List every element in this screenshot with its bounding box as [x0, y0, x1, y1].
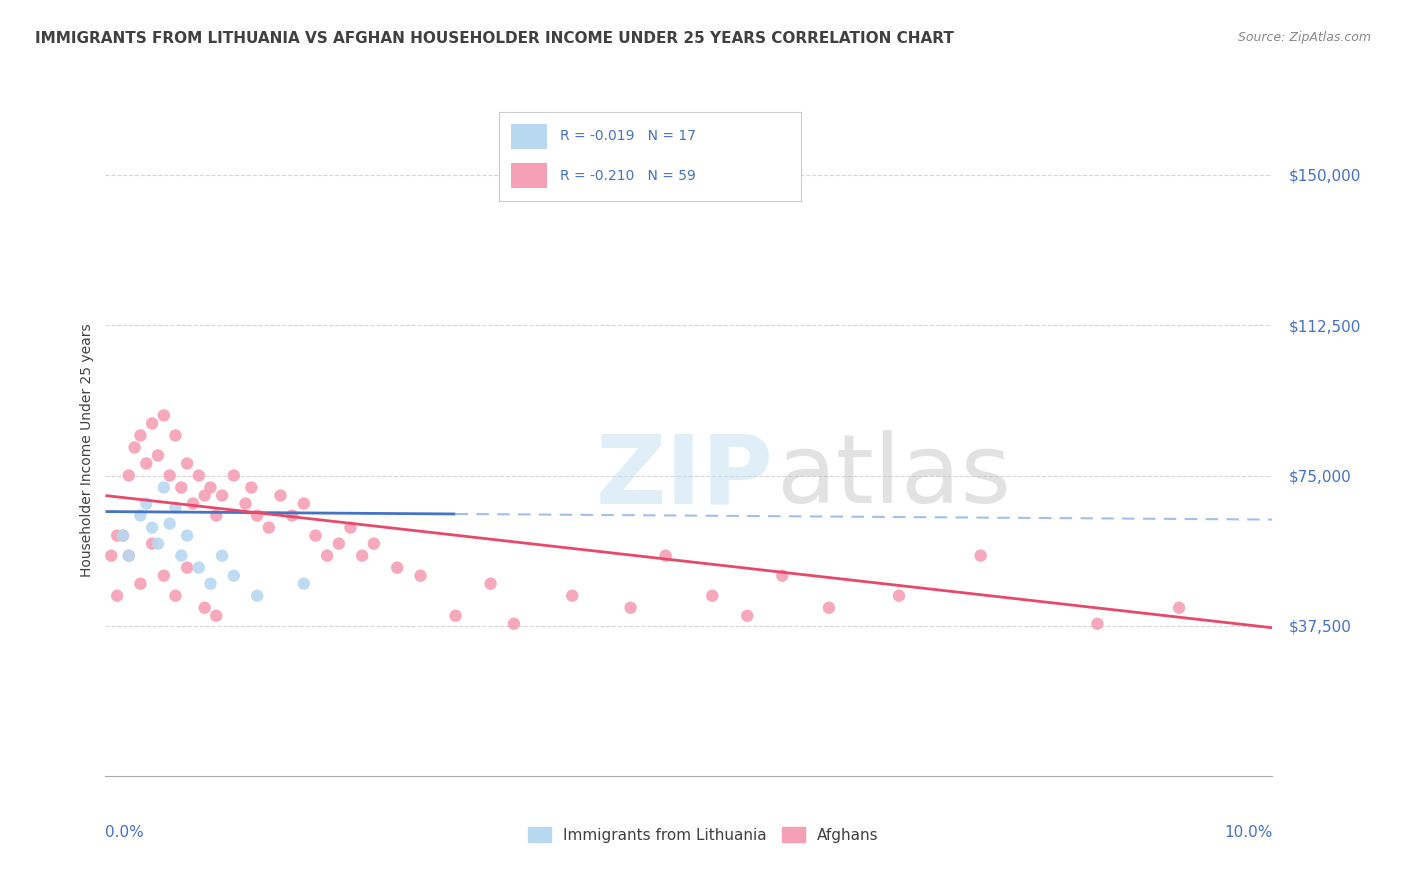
Point	[170, 549, 193, 563]
Text: ZIP: ZIP	[596, 430, 773, 523]
Point	[118, 549, 141, 563]
Text: 0.0%: 0.0%	[105, 825, 145, 840]
Point	[211, 489, 233, 503]
Point	[129, 508, 152, 523]
Legend: Immigrants from Lithuania, Afghans: Immigrants from Lithuania, Afghans	[522, 821, 884, 848]
Point	[339, 520, 361, 534]
Point	[176, 560, 198, 574]
Text: R = -0.019   N = 17: R = -0.019 N = 17	[560, 129, 696, 144]
Point	[111, 528, 134, 542]
Point	[152, 481, 174, 495]
Point	[100, 549, 122, 563]
Point	[316, 549, 339, 563]
Point	[363, 536, 385, 550]
Point	[269, 489, 292, 503]
Point	[479, 576, 502, 591]
Point	[135, 457, 157, 471]
Point	[409, 568, 432, 582]
Point	[292, 576, 315, 591]
Point	[194, 489, 217, 503]
Point	[887, 589, 910, 603]
Point	[222, 568, 245, 582]
Point	[135, 497, 157, 511]
Text: 10.0%: 10.0%	[1225, 825, 1272, 840]
Point	[146, 536, 169, 550]
Point	[141, 536, 163, 550]
Point	[352, 549, 374, 563]
Point	[152, 409, 174, 423]
Point	[141, 417, 163, 431]
Point	[619, 600, 641, 615]
Point	[444, 608, 467, 623]
Point	[194, 600, 217, 615]
Point	[246, 508, 269, 523]
Bar	[512, 124, 547, 149]
Point	[165, 500, 187, 515]
Y-axis label: Householder Income Under 25 years: Householder Income Under 25 years	[80, 324, 94, 577]
Point	[818, 600, 841, 615]
Point	[240, 481, 263, 495]
Point	[187, 468, 209, 483]
Point	[502, 616, 524, 631]
Point	[200, 481, 222, 495]
Point	[152, 568, 174, 582]
Point	[654, 549, 676, 563]
Point	[702, 589, 724, 603]
Point	[257, 520, 280, 534]
Point	[165, 428, 187, 442]
Text: R = -0.210   N = 59: R = -0.210 N = 59	[560, 169, 696, 183]
Text: atlas: atlas	[776, 430, 1011, 523]
Point	[146, 449, 169, 463]
Text: Source: ZipAtlas.com: Source: ZipAtlas.com	[1237, 31, 1371, 45]
Point	[328, 536, 350, 550]
Point	[118, 549, 141, 563]
Point	[165, 589, 187, 603]
Point	[176, 528, 198, 542]
Point	[200, 576, 222, 591]
Point	[385, 560, 408, 574]
Point	[111, 528, 134, 542]
Point	[141, 520, 163, 534]
Point	[770, 568, 793, 582]
Point	[129, 428, 152, 442]
Point	[970, 549, 993, 563]
Point	[246, 589, 269, 603]
Point	[181, 497, 204, 511]
Point	[1168, 600, 1191, 615]
Point	[129, 576, 152, 591]
Point	[187, 560, 209, 574]
Point	[118, 468, 141, 483]
Point	[281, 508, 304, 523]
Point	[205, 608, 228, 623]
Point	[176, 457, 198, 471]
Point	[159, 468, 181, 483]
Point	[561, 589, 583, 603]
Point	[105, 589, 128, 603]
Point	[737, 608, 759, 623]
Point	[235, 497, 257, 511]
Point	[304, 528, 326, 542]
Point	[222, 468, 245, 483]
Text: IMMIGRANTS FROM LITHUANIA VS AFGHAN HOUSEHOLDER INCOME UNDER 25 YEARS CORRELATIO: IMMIGRANTS FROM LITHUANIA VS AFGHAN HOUS…	[35, 31, 955, 46]
Point	[159, 516, 181, 531]
Point	[211, 549, 233, 563]
Point	[205, 508, 228, 523]
Point	[105, 528, 128, 542]
Point	[1085, 616, 1108, 631]
Point	[292, 497, 315, 511]
Point	[124, 441, 146, 455]
Bar	[512, 163, 547, 188]
Point	[170, 481, 193, 495]
